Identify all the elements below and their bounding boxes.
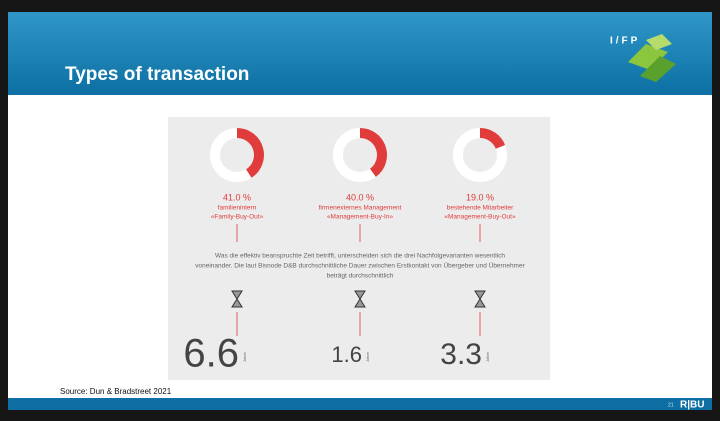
title: Types of transaction [65, 64, 249, 85]
infographic-bg [168, 117, 550, 380]
percent: 40.0 % [346, 192, 374, 202]
duration: 1.6 [331, 342, 362, 367]
header-bar [8, 12, 712, 95]
type-label: firmenexternes Management [319, 205, 402, 212]
hourglass [231, 290, 243, 308]
type-label: «Management-Buy-In» [327, 214, 394, 221]
hourglass [474, 290, 486, 308]
paragraph-line: voneinander. Die laut Bisnode D&B durchs… [195, 262, 525, 270]
type-label: «Family-Buy-Out» [211, 214, 264, 221]
type-label: familienintern [218, 205, 257, 212]
footer-bar [8, 398, 712, 410]
unit: Jahre [242, 351, 247, 362]
unit: Jahre [485, 351, 490, 362]
donut-arc [359, 128, 387, 177]
paragraph-line: Was die effektiv beanspruchte Zeit betri… [215, 253, 505, 260]
type-label: bestehende Mitarbeiter [447, 205, 514, 212]
unit: Jahre [365, 351, 370, 362]
page-number: 21 [668, 402, 674, 408]
percent: 41.0 % [223, 192, 251, 202]
duration: 3.3 [440, 338, 482, 371]
donut-arc [236, 128, 264, 178]
hourglass [354, 290, 366, 308]
logo: I/FP [610, 34, 676, 82]
donut-arc [479, 128, 506, 150]
type-label: «Management-Buy-Out» [444, 214, 516, 221]
percent: 19.0 % [466, 192, 494, 202]
logo-text: I/FP [610, 36, 640, 47]
duration: 6.6 [183, 332, 239, 376]
paragraph-line: beträgt durchschnittlich [327, 273, 394, 280]
source: Source: Dun & Bradstreet 2021 [60, 387, 172, 396]
brand: R|BU [680, 400, 704, 411]
